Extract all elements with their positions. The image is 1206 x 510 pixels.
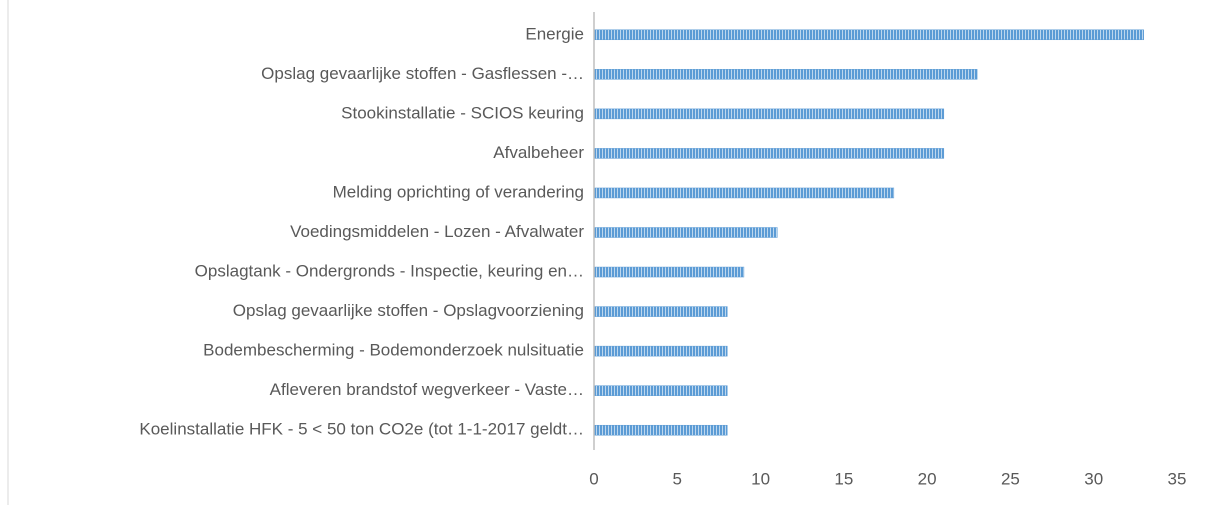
bar — [593, 187, 895, 199]
x-tick-label: 0 — [589, 469, 598, 488]
x-tick-label: 30 — [1084, 469, 1103, 488]
y-tick-label: Stookinstallatie - SCIOS keuring — [341, 103, 584, 122]
y-tick-label: Afvalbeheer — [493, 143, 584, 162]
x-tick-label: 20 — [918, 469, 937, 488]
bar — [593, 424, 728, 436]
x-tick-label: 25 — [1001, 469, 1020, 488]
bar — [593, 108, 945, 120]
y-tick-label: Melding oprichting of verandering — [333, 182, 584, 201]
x-tick-label: 5 — [673, 469, 682, 488]
y-tick-label: Koelinstallatie HFK - 5 < 50 ton CO2e (t… — [139, 420, 584, 439]
x-tick-label: 15 — [834, 469, 853, 488]
x-tick-label: 10 — [751, 469, 770, 488]
y-tick-label: Voedingsmiddelen - Lozen - Afvalwater — [290, 222, 584, 241]
chart-border — [7, 0, 9, 510]
bar — [593, 227, 778, 238]
bar — [593, 385, 728, 396]
x-tick-label: 35 — [1168, 469, 1187, 488]
y-tick-label: Opslag gevaarlijke stoffen - Opslagvoorz… — [233, 301, 584, 320]
bar — [593, 69, 978, 80]
bar — [593, 29, 1144, 41]
y-tick-label: Opslag gevaarlijke stoffen - Gasflessen … — [261, 64, 584, 83]
y-tick-label: Bodembescherming - Bodemonderzoek nulsit… — [203, 341, 584, 360]
bar — [593, 345, 728, 357]
y-tick-label: Energie — [525, 24, 584, 43]
bar — [593, 148, 945, 159]
bar — [593, 266, 745, 278]
bar — [593, 306, 728, 317]
y-tick-label: Opslagtank - Ondergronds - Inspectie, ke… — [195, 262, 584, 281]
y-tick-label: Afleveren brandstof wegverkeer - Vaste… — [270, 380, 584, 399]
